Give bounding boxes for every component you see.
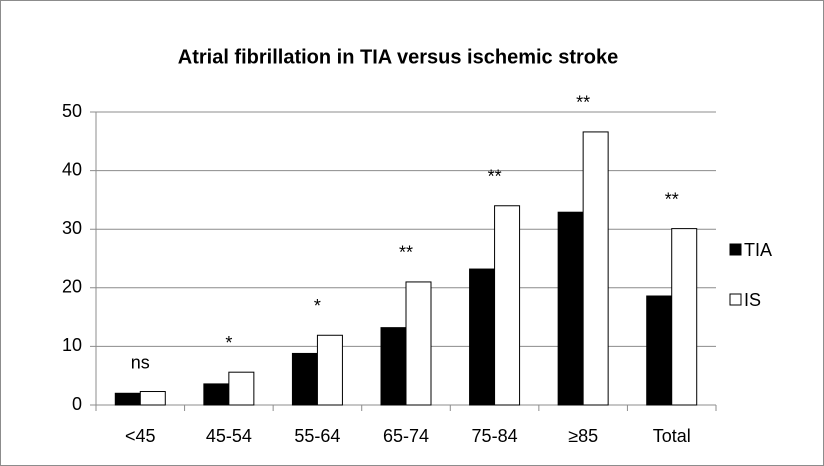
x-tick-label: Total [653,426,691,446]
bar [139,391,166,406]
y-tick-label: 40 [62,159,82,179]
x-tick-label: 45-54 [206,426,252,446]
significance-label: ** [488,167,502,187]
y-tick-label: 30 [62,218,82,238]
y-tick-label: 10 [62,335,82,355]
legend-swatch [729,243,742,256]
chart-title: Atrial fibrillation in TIA versus ischem… [178,46,619,68]
significance-label: * [314,296,321,316]
x-tick-label: ≥85 [568,426,598,446]
legend-label: TIA [744,240,772,260]
x-tick-label: 65-74 [383,426,429,446]
bar [671,228,698,406]
bar [203,383,230,406]
significance-label: * [225,333,232,353]
bar [646,295,673,406]
legend-swatch [729,293,742,306]
y-tick-label: 50 [62,101,82,121]
significance-label: ** [399,243,413,263]
legend-label: IS [744,290,761,310]
bar [316,334,343,406]
bar [405,281,432,406]
bar [557,211,584,406]
bar [380,327,407,406]
bar [582,131,609,406]
y-tick-label: 0 [72,394,82,414]
bar [114,392,141,406]
bar [469,268,496,406]
x-tick-label: <45 [125,426,156,446]
bar [291,352,318,406]
bar [228,371,255,406]
significance-label: ** [665,189,679,209]
bar [494,205,521,406]
x-tick-label: 75-84 [472,426,518,446]
significance-label: ** [576,93,590,113]
y-tick-label: 20 [62,277,82,297]
x-tick-label: 55-64 [294,426,340,446]
significance-label: ns [131,352,150,372]
